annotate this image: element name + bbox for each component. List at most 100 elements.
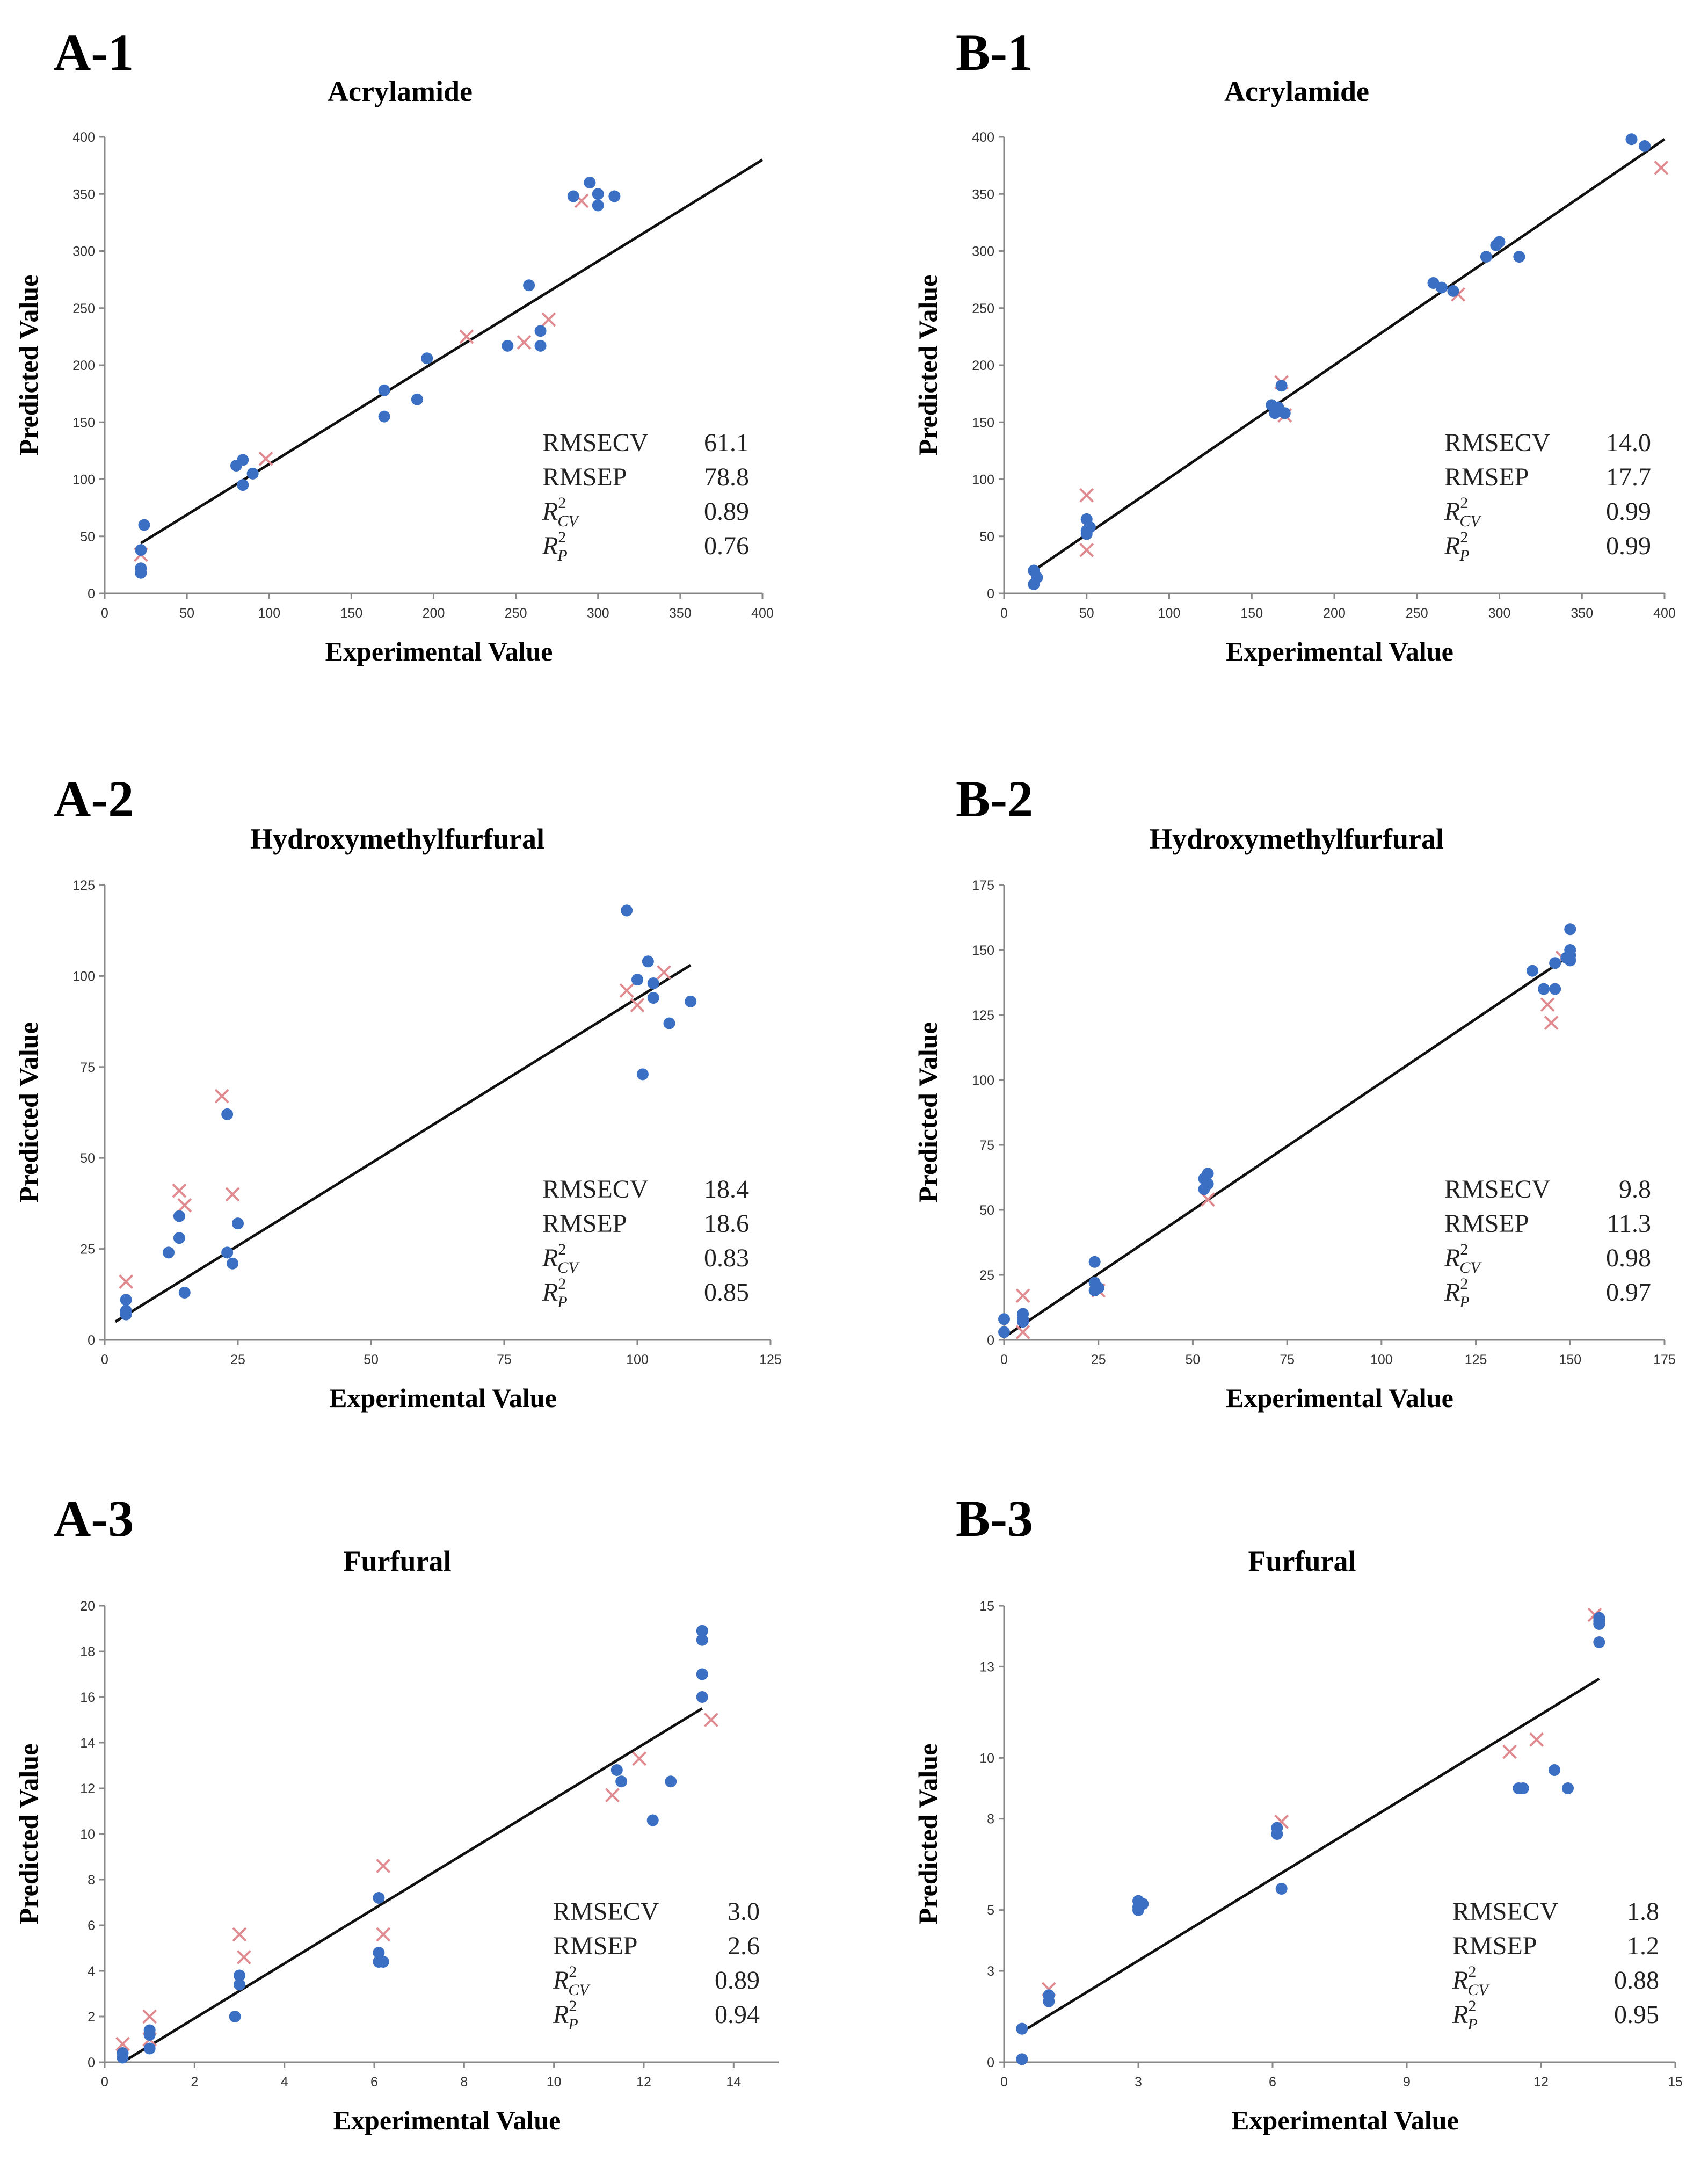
stat-value: 0.85 <box>704 1278 749 1307</box>
fit-line <box>140 158 764 545</box>
x-tick-label: 250 <box>505 606 527 621</box>
stat-label: RMSEP <box>1444 463 1529 491</box>
y-tick-label: 16 <box>80 1690 95 1705</box>
calibration-point <box>584 177 596 188</box>
x-tick-label: 50 <box>1186 1352 1201 1367</box>
calibration-point <box>1480 251 1492 263</box>
calibration-point <box>610 1764 623 1776</box>
y-tick-label: 75 <box>979 1138 994 1153</box>
validation-point <box>236 1950 251 1964</box>
y-tick-label: 150 <box>72 415 95 430</box>
y-axis-label: Predicted Value <box>13 275 43 456</box>
validation-point <box>632 1751 647 1766</box>
calibration-point <box>631 974 643 986</box>
calibration-point <box>135 544 147 556</box>
validation-point <box>115 2036 130 2051</box>
calibration-point <box>173 1210 185 1222</box>
stat-value: 0.95 <box>1614 2000 1659 2029</box>
x-axis-label: Experimental Value <box>1226 636 1453 666</box>
x-axis-label: Experimental Value <box>329 1383 557 1413</box>
y-tick-label: 75 <box>80 1060 95 1075</box>
calibration-point <box>647 977 659 989</box>
calibration-point <box>1593 1636 1605 1648</box>
y-axis-label: Predicted Value <box>913 1744 943 1925</box>
x-tick-label: 400 <box>751 606 774 621</box>
y-tick-label: 400 <box>72 130 95 145</box>
calibration-point <box>117 2051 129 2064</box>
panel-label: A-1 <box>54 24 134 81</box>
x-tick-label: 50 <box>179 606 194 621</box>
calibration-point <box>421 352 433 365</box>
x-tick-label: 25 <box>1091 1352 1106 1367</box>
validation-point <box>119 1274 134 1289</box>
calibration-point <box>1043 1995 1055 2007</box>
calibration-point <box>567 190 579 202</box>
x-tick-label: 75 <box>1280 1352 1295 1367</box>
x-tick-label: 300 <box>587 606 609 621</box>
chart-A-1: A-1 Acrylamide 0 50 100 150 200 250 300 350 400 0 50… <box>13 24 774 666</box>
calibration-point <box>998 1326 1010 1338</box>
x-tick-label: 6 <box>370 2075 378 2090</box>
x-tick-label: 300 <box>1488 606 1511 621</box>
stat-label: R2 CV <box>542 1241 580 1277</box>
calibration-point <box>1517 1782 1529 1794</box>
y-tick-label: 5 <box>987 1903 994 1918</box>
stat-value: 11.3 <box>1607 1209 1651 1238</box>
x-tick-label: 150 <box>1240 606 1263 621</box>
stat-label: R2 CV <box>1444 1241 1482 1277</box>
calibration-point <box>647 992 659 1004</box>
y-tick-label: 8 <box>987 1812 994 1827</box>
y-tick-label: 100 <box>972 1073 994 1088</box>
stat-label: RMSEP <box>553 1932 637 1960</box>
stat-row: RMSECV 1.8 <box>1452 1897 1659 1926</box>
calibration-point <box>1275 380 1288 392</box>
calibration-point <box>621 904 633 917</box>
calibration-point <box>1625 133 1638 146</box>
validation-point <box>1201 1192 1215 1207</box>
y-tick-label: 25 <box>80 1242 95 1257</box>
validation-point <box>459 329 474 344</box>
panel-label: B-1 <box>956 24 1033 81</box>
y-tick-label: 300 <box>972 244 994 259</box>
validation-point <box>376 1859 391 1873</box>
y-tick-label: 250 <box>72 301 95 316</box>
stat-label: RMSECV <box>553 1897 659 1926</box>
y-tick-label: 20 <box>80 1599 95 1614</box>
calibration-point <box>229 2011 241 2022</box>
stat-label: R2 P <box>1444 1275 1470 1311</box>
x-tick-label: 12 <box>1533 2075 1549 2090</box>
y-tick-label: 125 <box>972 1008 994 1023</box>
validation-point <box>1529 1732 1544 1747</box>
stat-value: 0.76 <box>704 532 749 560</box>
calibration-point <box>221 1108 234 1120</box>
stat-value: 78.8 <box>704 463 749 491</box>
y-tick-label: 50 <box>979 530 994 545</box>
calibration-point <box>221 1246 234 1259</box>
x-tick-label: 400 <box>1653 606 1676 621</box>
fit-line <box>114 963 692 1323</box>
y-tick-label: 175 <box>972 878 994 893</box>
y-tick-label: 12 <box>80 1781 95 1796</box>
validation-point <box>214 1089 229 1104</box>
stat-row: R2 CV 0.83 <box>542 1241 749 1277</box>
stat-row: R2 P 0.95 <box>1452 1997 1659 2033</box>
validation-point <box>1015 1288 1030 1303</box>
calibration-point <box>523 279 535 292</box>
stat-value: 1.8 <box>1627 1897 1659 1926</box>
stat-value: 0.94 <box>715 2000 760 2029</box>
calibration-point <box>636 1068 649 1081</box>
stat-label: RMSECV <box>1444 429 1551 457</box>
y-tick-label: 10 <box>979 1751 994 1766</box>
y-tick-label: 0 <box>88 586 95 601</box>
x-tick-label: 0 <box>1000 2075 1008 2090</box>
calibration-point <box>1080 528 1093 540</box>
validation-point <box>172 1183 187 1198</box>
calibration-point <box>696 1691 708 1703</box>
validation-point <box>376 1927 391 1942</box>
stat-row: R2 P 0.97 <box>1444 1275 1651 1311</box>
y-tick-label: 8 <box>88 1873 95 1888</box>
x-tick-label: 200 <box>1323 606 1346 621</box>
calibration-point <box>696 1625 708 1637</box>
stat-row: R2 CV 0.98 <box>1444 1241 1651 1277</box>
panel-label: B-2 <box>956 770 1033 828</box>
